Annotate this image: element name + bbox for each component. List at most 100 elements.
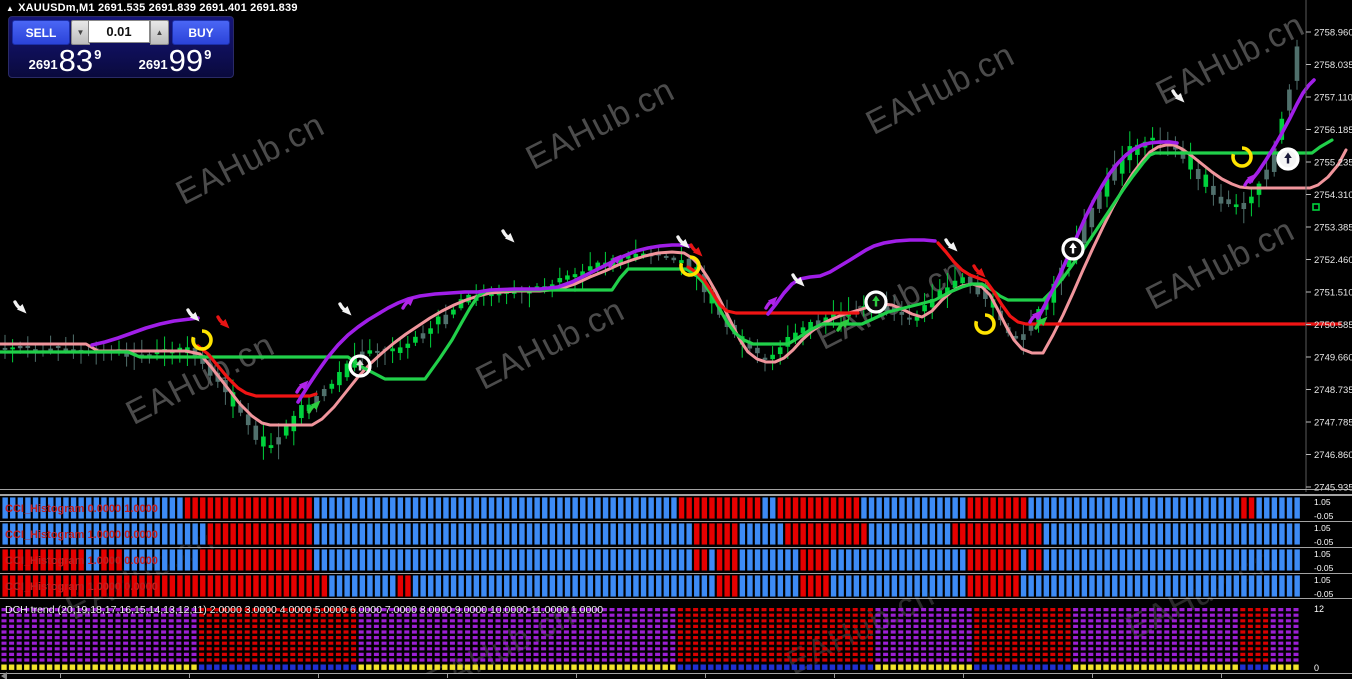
price-axis-label: 2755.235 bbox=[1314, 158, 1352, 169]
dch-scale-min: 0 bbox=[1314, 663, 1319, 673]
dch-trend-panel[interactable]: DCH trend (20,19,18,17,16,15,14,13,12,11… bbox=[0, 600, 1352, 674]
price-axis-label: 2756.185 bbox=[1314, 125, 1352, 136]
purple-trend-line bbox=[90, 316, 200, 347]
red-sell-arrow-icon bbox=[216, 315, 230, 329]
exit-buy-circle-icon bbox=[348, 354, 372, 378]
sell-arrow-icon bbox=[338, 302, 352, 316]
sell-arrow-icon bbox=[791, 273, 805, 287]
price-axis-label: 2748.735 bbox=[1314, 385, 1352, 396]
price-axis-label: 2758.960 bbox=[1314, 28, 1352, 39]
time-axis-tick bbox=[189, 674, 190, 678]
green-band-line bbox=[0, 138, 1334, 381]
buy-arrow-icon bbox=[764, 296, 778, 310]
pink-band-line bbox=[0, 143, 1348, 427]
cci-histogram-panel-2[interactable]: CCI_Histogram 1.0000 0.0000 1.05 -0.05 bbox=[0, 522, 1352, 547]
cci-panel-label: CCI_Histogram 1.0000 0.0000 bbox=[5, 529, 158, 541]
symbol-marker-icon: ▲ bbox=[6, 4, 15, 13]
red-trend-line bbox=[196, 344, 318, 398]
exit-buy-circle-icon bbox=[1061, 237, 1085, 261]
chart-title: ▲ XAUUSDm,M1 2691.535 2691.839 2691.401 2… bbox=[6, 2, 298, 14]
purple-trend-line bbox=[1036, 140, 1179, 320]
buy-arrow-icon bbox=[401, 296, 415, 310]
exit-sell-circle-icon bbox=[1231, 146, 1253, 168]
cci-histogram-panel-1[interactable]: CCI_Histogram 0.0000 1.0000 1.05 -0.05 bbox=[0, 496, 1352, 521]
time-axis-tick bbox=[60, 674, 61, 678]
time-axis-tick bbox=[963, 674, 964, 678]
scrollbar-arrow[interactable] bbox=[1, 672, 7, 679]
red-sell-arrow-icon bbox=[972, 264, 986, 278]
price-axis-label: 2749.660 bbox=[1314, 353, 1352, 364]
sell-button[interactable]: SELL bbox=[12, 20, 70, 45]
time-axis-tick bbox=[1092, 674, 1093, 678]
volume-increase-button[interactable]: ▲ bbox=[150, 20, 169, 45]
bid-price: 2691 83 9 bbox=[11, 44, 119, 76]
volume-input[interactable] bbox=[88, 20, 150, 43]
price-axis-label: 2745.935 bbox=[1314, 483, 1352, 493]
time-axis-tick bbox=[1221, 674, 1222, 678]
exit-sell-circle-icon bbox=[974, 313, 996, 335]
candles-layer bbox=[2, 39, 1300, 460]
cci-scale-max: 1.05 bbox=[1314, 575, 1331, 585]
price-marker-square bbox=[1312, 203, 1320, 211]
price-axis-label: 2746.860 bbox=[1314, 450, 1352, 461]
time-axis-tick bbox=[705, 674, 706, 678]
exit-buy-circle-icon bbox=[864, 290, 888, 314]
price-axis-label: 2757.110 bbox=[1314, 93, 1352, 104]
price-axis-label: 2758.035 bbox=[1314, 60, 1352, 71]
price-axis-label: 2754.310 bbox=[1314, 190, 1352, 201]
ask-pip: 9 bbox=[204, 47, 212, 62]
exit-sell-circle-icon bbox=[191, 329, 213, 351]
buy-arrow-icon bbox=[295, 380, 309, 394]
time-axis-tick bbox=[318, 674, 319, 678]
buy-button[interactable]: BUY bbox=[172, 20, 230, 45]
red-sell-arrow-icon bbox=[689, 243, 703, 257]
buy-arrow-icon bbox=[608, 254, 622, 268]
time-axis[interactable] bbox=[0, 674, 1352, 679]
green-buy-arrow-icon bbox=[307, 400, 321, 414]
red-trend-line bbox=[936, 241, 1342, 326]
trend-lines-layer bbox=[0, 78, 1348, 427]
buy-arrow-icon bbox=[1243, 173, 1257, 187]
sell-arrow-icon bbox=[1171, 89, 1185, 103]
buy-arrow-icon bbox=[1028, 310, 1042, 324]
cci-scale-min: -0.05 bbox=[1314, 589, 1334, 599]
cci-scale-max: 1.05 bbox=[1314, 549, 1331, 559]
green-buy-arrow-icon bbox=[1034, 316, 1048, 330]
cci-histogram-panel-4[interactable]: CCI_Histogram 1.0000 0.0000 1.05 -0.05 bbox=[0, 574, 1352, 599]
sell-arrow-icon bbox=[676, 235, 690, 249]
signal-markers-layer bbox=[13, 89, 1320, 414]
cci-scale-max: 1.05 bbox=[1314, 497, 1331, 507]
chart-title-text: XAUUSDm,M1 2691.535 2691.839 2691.401 26… bbox=[18, 2, 298, 14]
cci-scale-min: -0.05 bbox=[1314, 563, 1334, 573]
cci-scale-min: -0.05 bbox=[1314, 511, 1334, 521]
purple-trend-line bbox=[766, 238, 937, 316]
cci-histogram-panel-3[interactable]: CCI_Histogram 1.0000 0.0000 1.05 -0.05 bbox=[0, 548, 1352, 573]
ask-prefix: 2691 bbox=[138, 57, 168, 72]
price-axis: 2758.960 2758.035 2757.110 2756.185 2755.235… bbox=[1305, 0, 1352, 493]
ask-price: 2691 99 9 bbox=[121, 44, 229, 76]
dch-scale-max: 12 bbox=[1314, 604, 1324, 614]
sell-arrow-icon bbox=[501, 229, 515, 243]
price-axis-label: 2753.385 bbox=[1314, 223, 1352, 234]
cci-scale-min: -0.05 bbox=[1314, 537, 1334, 547]
exit-sell-circle-icon bbox=[679, 255, 701, 277]
bid-main: 83 bbox=[58, 43, 94, 78]
ask-main: 99 bbox=[168, 43, 204, 78]
bid-pip: 9 bbox=[94, 47, 102, 62]
price-axis-label: 2747.785 bbox=[1314, 418, 1352, 429]
cci-panel-label: CCI_Histogram 0.0000 1.0000 bbox=[5, 503, 158, 515]
bid-prefix: 2691 bbox=[28, 57, 58, 72]
exit-buy-circle-icon bbox=[1276, 147, 1300, 171]
dch-panel-label: DCH trend (20,19,18,17,16,15,14,13,12,11… bbox=[5, 604, 603, 616]
sell-arrow-icon bbox=[944, 238, 958, 252]
price-axis-label: 2752.460 bbox=[1314, 255, 1352, 266]
price-axis-label: 2750.585 bbox=[1314, 320, 1352, 331]
time-axis-tick bbox=[576, 674, 577, 678]
cci-panel-label: CCI_Histogram 1.0000 0.0000 bbox=[5, 581, 158, 593]
time-axis-tick bbox=[834, 674, 835, 678]
main-price-chart[interactable]: 2758.960 2758.035 2757.110 2756.185 2755.235… bbox=[0, 0, 1352, 492]
green-buy-arrow-icon bbox=[836, 318, 850, 332]
cci-panel-label: CCI_Histogram 1.0000 0.0000 bbox=[5, 555, 158, 567]
